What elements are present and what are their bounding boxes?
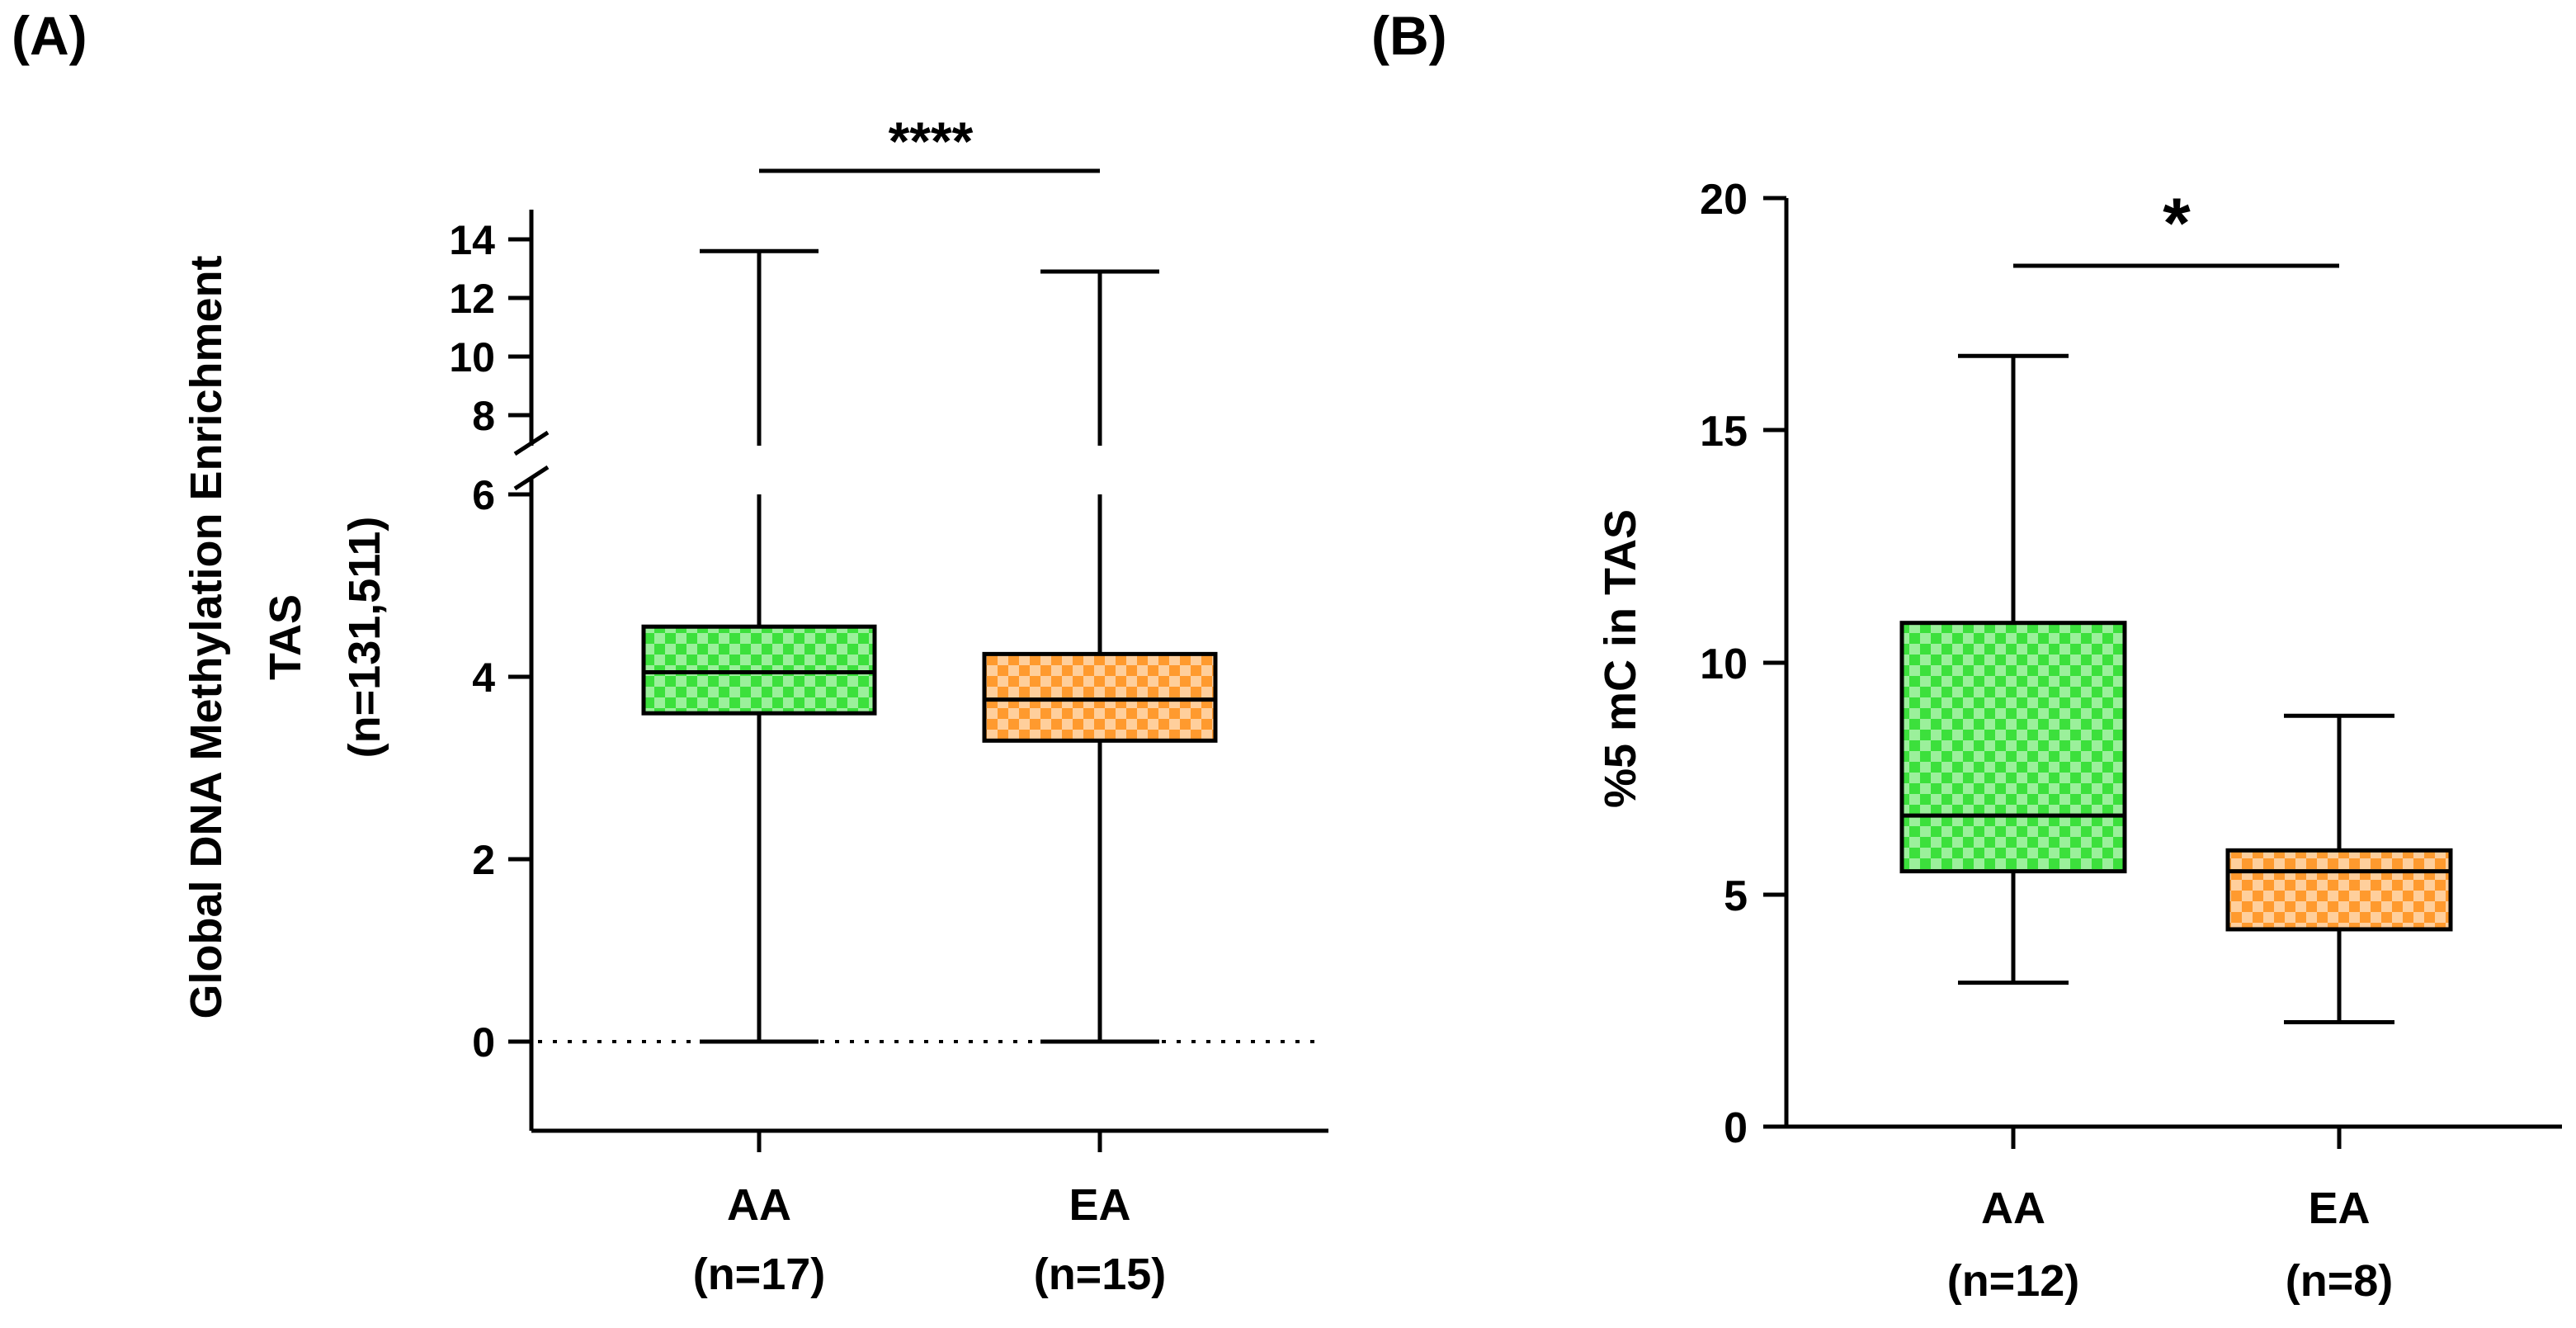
panel-a-ytick-label: 6	[472, 472, 495, 518]
panel-a-xtick-n-aa: (n=17)	[693, 1250, 826, 1299]
panel-b-ytick-label: 5	[1724, 872, 1748, 920]
panel-a-ytick-label: 2	[472, 837, 495, 883]
panel-a-xtick-label-ea: EA	[1069, 1180, 1130, 1230]
panel-b-y-axis-title: %5 mC in TAS	[1596, 509, 1645, 808]
panel-b-box-aa	[1899, 353, 2127, 985]
panel-a-ylabel-line-2: TAS	[261, 594, 310, 680]
panel-b-label: (B)	[1371, 5, 1447, 66]
panel-b-xtick-label-aa: AA	[1981, 1184, 2045, 1233]
panel-a-box-aa	[641, 248, 877, 1044]
panel-a-ytick-label: 14	[449, 217, 495, 263]
panel-b-xtick-n-aa: (n=12)	[1947, 1256, 2080, 1306]
panel-a-significance-label: ****	[889, 111, 974, 172]
panel-b-significance-label: *	[2163, 184, 2191, 263]
panel-b-ytick-label: 0	[1724, 1104, 1748, 1152]
panel-a-ytick-label: 10	[449, 334, 495, 380]
panel-a-xtick-n-ea: (n=15)	[1034, 1250, 1167, 1299]
panel-a-ytick-label: 0	[472, 1019, 495, 1066]
panel-a-ea-iqr-box	[982, 651, 1218, 743]
panel-a-ylabel-line-3: (n=131,511)	[340, 517, 389, 759]
panel-a-ytick-label: 12	[449, 276, 495, 322]
panel-b-aa-iqr-box	[1899, 621, 2127, 874]
panel-a-axis-break-2	[513, 465, 550, 491]
panel-a: (A) Global DNA Methylation Enrichment TA…	[12, 5, 1328, 1299]
panel-a-label: (A)	[12, 5, 87, 66]
panel-a-axis-break-1	[513, 430, 550, 456]
panel-b: (B) %5 mC in TAS 0 5 10 15 20	[1371, 5, 2562, 1306]
panel-a-ytick-label: 8	[472, 393, 495, 439]
panel-a-box-ea	[982, 269, 1218, 1044]
panel-b-ytick-label: 20	[1700, 176, 1748, 224]
panel-b-ea-iqr-box	[2225, 848, 2453, 932]
panel-b-ytick-label: 10	[1700, 640, 1748, 688]
panel-a-xtick-label-aa: AA	[727, 1180, 791, 1230]
panel-a-ylabel-line-1: Global DNA Methylation Enrichment	[182, 255, 231, 1018]
panel-b-ytick-label: 15	[1700, 408, 1748, 456]
panel-b-xtick-label-ea: EA	[2308, 1184, 2370, 1233]
panel-b-box-ea	[2225, 713, 2453, 1024]
panel-a-ytick-label: 4	[472, 655, 495, 701]
panel-a-aa-iqr-box	[641, 624, 877, 716]
panel-b-xtick-n-ea: (n=8)	[2286, 1256, 2394, 1306]
panel-a-y-axis-title: Global DNA Methylation Enrichment TAS (n…	[182, 255, 389, 1018]
